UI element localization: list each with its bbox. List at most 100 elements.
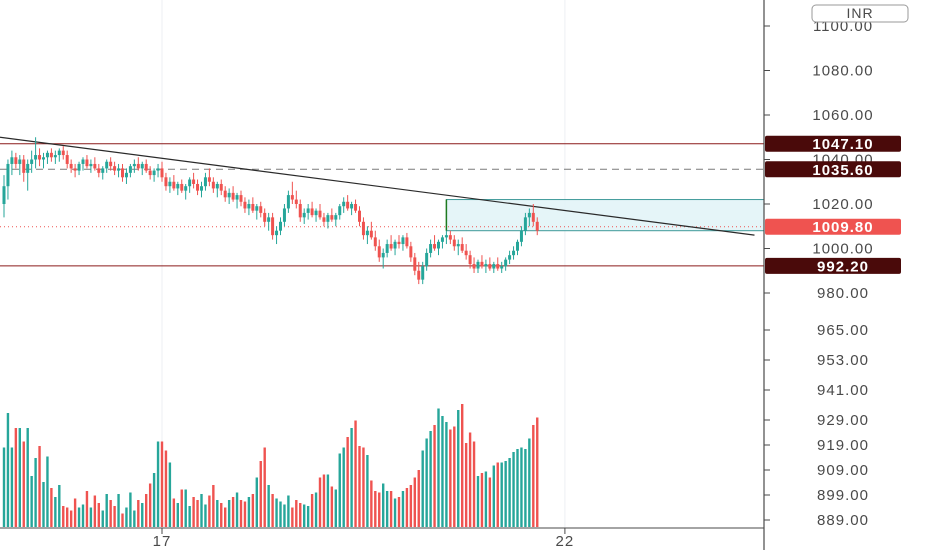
volume-bar bbox=[69, 510, 73, 527]
volume-bar bbox=[306, 506, 310, 527]
candle-body bbox=[531, 212, 535, 222]
volume-bar bbox=[283, 504, 286, 527]
candle-body bbox=[512, 250, 516, 256]
range-box-rect bbox=[445, 199, 765, 232]
candle-body bbox=[519, 230, 523, 242]
volume-bar bbox=[303, 504, 306, 527]
candle-body bbox=[215, 183, 219, 189]
currency-label: INR bbox=[846, 5, 873, 21]
volume-bar bbox=[532, 425, 535, 527]
candle-body bbox=[421, 266, 425, 280]
candle-body bbox=[342, 201, 346, 207]
volume-bar bbox=[141, 503, 144, 527]
candle-body bbox=[113, 166, 117, 171]
volume-bar bbox=[275, 498, 278, 527]
volume-bar bbox=[196, 500, 199, 527]
candle-body bbox=[322, 217, 326, 222]
volume-bar bbox=[200, 494, 203, 527]
candle-body bbox=[302, 212, 306, 218]
price-label: 953.00 bbox=[817, 352, 869, 369]
volume-bar bbox=[271, 494, 274, 527]
volume-bar bbox=[350, 428, 353, 527]
volume-bar bbox=[267, 485, 270, 527]
candle-body bbox=[105, 161, 109, 169]
candle-body bbox=[65, 155, 69, 164]
time-label: 17 bbox=[153, 533, 172, 550]
volume-bar bbox=[46, 456, 49, 527]
candle-body bbox=[45, 152, 49, 158]
candle-body bbox=[377, 246, 381, 258]
candle-body bbox=[168, 181, 172, 187]
volume-bar bbox=[164, 450, 168, 527]
volume-bar bbox=[421, 450, 424, 527]
volume-bar bbox=[346, 437, 349, 527]
volume-bar bbox=[10, 447, 14, 527]
price-label: 965.00 bbox=[817, 322, 869, 339]
candle-body bbox=[223, 190, 227, 198]
volume-bar bbox=[453, 426, 456, 527]
candle-body bbox=[267, 217, 271, 222]
candle-body bbox=[354, 204, 358, 211]
candle-body bbox=[26, 163, 30, 173]
volume-bar bbox=[125, 507, 128, 527]
candle-body bbox=[496, 264, 500, 269]
volume-bar bbox=[184, 489, 187, 527]
candle-body bbox=[448, 235, 452, 240]
candle-body bbox=[180, 183, 184, 191]
volume-bar bbox=[334, 489, 337, 527]
candle-body bbox=[117, 168, 121, 171]
candle-body bbox=[275, 230, 279, 236]
candle-body bbox=[148, 170, 152, 176]
volume-bar bbox=[326, 474, 330, 527]
candle-body bbox=[128, 166, 132, 173]
candle-body bbox=[294, 199, 298, 204]
volume-bar bbox=[22, 441, 25, 527]
candle-body bbox=[49, 152, 53, 158]
volume-bar bbox=[133, 510, 136, 527]
volume-bar bbox=[50, 488, 53, 527]
volume-bar bbox=[224, 507, 227, 527]
candle-body bbox=[334, 215, 338, 220]
candle-body bbox=[188, 179, 192, 187]
candle-body bbox=[389, 244, 393, 249]
candle-body bbox=[30, 159, 34, 164]
candle-body bbox=[184, 186, 188, 191]
candle-body bbox=[429, 244, 433, 253]
candle-body bbox=[492, 264, 496, 269]
candle-body bbox=[286, 195, 290, 209]
volume-bar bbox=[54, 497, 57, 527]
volume-bar bbox=[129, 492, 132, 527]
candle-body bbox=[314, 210, 318, 216]
volume-bar bbox=[397, 497, 401, 527]
candle-body bbox=[156, 168, 160, 171]
volume-bar bbox=[97, 503, 100, 527]
candle-body bbox=[259, 206, 263, 213]
volume-bar bbox=[496, 462, 499, 527]
volume-bar bbox=[449, 429, 452, 527]
volume-bar bbox=[409, 485, 413, 527]
volume-bar bbox=[81, 504, 85, 527]
candle-body bbox=[69, 163, 73, 169]
volume-bar bbox=[235, 492, 239, 527]
volume-bar bbox=[429, 431, 432, 527]
volume-bar bbox=[42, 482, 45, 527]
volume-bar bbox=[212, 485, 215, 527]
candle-body bbox=[152, 170, 156, 176]
candle-body bbox=[480, 261, 484, 267]
volume-bar bbox=[58, 485, 61, 527]
candle-body bbox=[219, 183, 223, 191]
volume-bar bbox=[117, 494, 120, 527]
candle-body bbox=[101, 168, 105, 173]
volume-bar bbox=[109, 500, 112, 527]
level-tag: 1047.10 bbox=[812, 136, 873, 153]
volume-bar bbox=[417, 470, 420, 527]
volume-bar bbox=[401, 491, 405, 527]
volume-bar bbox=[354, 420, 357, 527]
level-tag: 1035.60 bbox=[812, 162, 873, 179]
volume-bar bbox=[18, 428, 21, 527]
price-label: 980.00 bbox=[817, 285, 869, 302]
volume-bar bbox=[113, 506, 116, 527]
trendline bbox=[0, 136, 755, 236]
volume-bar bbox=[34, 458, 37, 527]
